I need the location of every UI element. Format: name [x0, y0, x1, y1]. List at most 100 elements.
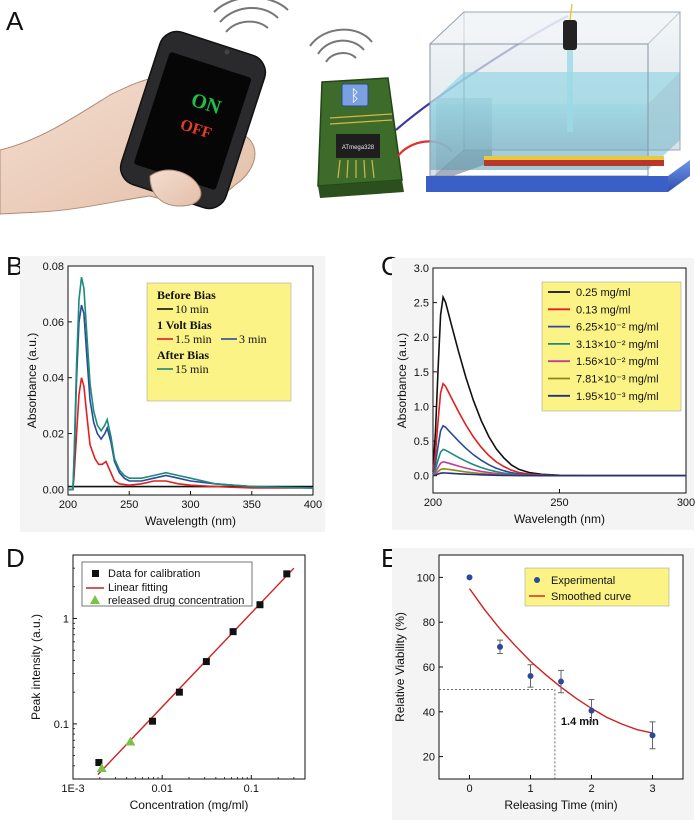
x-tick-label: 1E-3 — [61, 783, 84, 795]
legend-label: 15 min — [175, 362, 209, 376]
x-tick-label: 0 — [466, 783, 472, 795]
y-tick-label: 2.5 — [414, 298, 429, 310]
series-line-3min — [68, 304, 314, 491]
legend-label: Linear fitting — [108, 582, 168, 594]
series-line-1_5min — [68, 377, 313, 491]
calibration-point — [229, 628, 237, 636]
x-tick-label: 2 — [588, 783, 594, 795]
electrolysis-tank — [426, 3, 690, 192]
x-tick-label: 250 — [550, 497, 568, 509]
legend-label: 1.56×10⁻² mg/ml — [576, 356, 659, 368]
x-axis-label: Releasing Time (min) — [504, 798, 617, 812]
legend-label: Smoothed curve — [551, 591, 631, 603]
legend-label: 3 min — [239, 332, 267, 346]
legend-label: Data for calibration — [108, 568, 200, 580]
probe-handle — [563, 20, 577, 50]
panel-label-b: B — [6, 251, 23, 281]
calibration-point — [95, 759, 103, 767]
electrode-plate — [484, 160, 664, 166]
x-tick-label: 0.1 — [244, 783, 259, 795]
x-tick-label: 350 — [243, 499, 261, 511]
y-tick-label: 0.5 — [414, 436, 429, 448]
legend-label: 10 min — [175, 302, 209, 316]
experimental-point — [527, 672, 534, 679]
chart-e: 0 1 2 3 20 40 60 80 100 Releasing Time (min) Relat… — [392, 548, 694, 820]
microcontroller-board: ᛒ ATmega328 — [317, 77, 404, 198]
legend-box — [146, 282, 292, 402]
legend-label: 0.13 mg/ml — [576, 304, 630, 316]
y-tick-label: 40 — [423, 707, 435, 719]
y-tick-label: 0.04 — [43, 373, 64, 385]
y-axis-label: Absorbance (a.u.) — [25, 333, 39, 428]
released-point — [96, 763, 107, 773]
calibration-point — [256, 601, 264, 609]
y-tick-label: 0.08 — [43, 261, 64, 273]
board-traces — [329, 113, 393, 179]
legend-label: 7.81×10⁻³ mg/ml — [576, 374, 659, 386]
calibration-point — [283, 570, 291, 578]
x-tick-label: 400 — [304, 499, 322, 511]
legend-box — [524, 567, 670, 607]
marker-label: 1.4 min — [561, 716, 599, 728]
legend-label: 0.25 mg/ml — [576, 287, 630, 299]
y-tick-label: 0.1 — [54, 719, 69, 731]
experimental-point — [588, 707, 595, 714]
experimental-point — [558, 678, 564, 685]
panel-label-a: A — [6, 6, 24, 36]
y-tick-label: 3.0 — [414, 263, 429, 275]
series-line-6 — [432, 472, 686, 477]
wireless-signal-icon — [213, 0, 289, 33]
experimental-point — [466, 574, 473, 581]
y-tick-label: 0.0 — [414, 471, 429, 483]
x-axis-label: Wavelength (nm) — [145, 514, 236, 528]
water-surface — [430, 72, 680, 104]
legend-swatch-experimental — [534, 577, 540, 583]
thumb-illustration — [149, 169, 202, 207]
series-line-0 — [432, 294, 686, 477]
y-axis-label: Relative Viability (%) — [393, 612, 407, 722]
chart-b: 200 250 300 350 400 0.00 0.02 0.04 0.06 0.08 Wavel… — [20, 256, 325, 532]
legend-box — [81, 561, 253, 607]
chip-label: ATmega328 — [342, 145, 375, 151]
calibration-point — [149, 717, 157, 725]
legend-heading: 1 Volt Bias — [157, 318, 212, 332]
chart-d: 1E-3 0.01 0.1 0.1 1 Concentration (mg/ml) Peak… — [29, 554, 306, 812]
panel-a: A ON OFF ᛒ — [0, 0, 690, 215]
x-tick-label: 200 — [59, 499, 77, 511]
bluetooth-icon: ᛒ — [350, 86, 360, 105]
x-tick-label: 3 — [649, 783, 655, 795]
y-tick-label: 80 — [423, 617, 435, 629]
experimental-point — [497, 643, 503, 650]
chart-c: 200 250 300 0.0 0.5 1.0 1.5 2.0 2.5 3.0 Wavelength… — [392, 258, 695, 530]
y-tick-label: 0.06 — [43, 317, 64, 329]
x-axis-label: Wavelength (nm) — [514, 512, 605, 526]
y-tick-label: 2.0 — [414, 332, 429, 344]
legend-label: 6.25×10⁻² mg/ml — [576, 322, 659, 334]
x-tick-label: 200 — [424, 497, 442, 509]
y-tick-label: 1.0 — [414, 401, 429, 413]
y-tick-label: 100 — [417, 572, 435, 584]
panel-label-d: D — [6, 543, 25, 573]
legend-box — [541, 281, 682, 412]
legend-label: released drug concentration — [108, 595, 244, 607]
y-tick-label: 0.02 — [43, 429, 64, 441]
calibration-point — [175, 688, 183, 696]
y-axis-label: Absorbance (a.u.) — [395, 333, 409, 428]
series-line-15min — [68, 277, 314, 491]
legend-label: 3.13×10⁻² mg/ml — [576, 339, 659, 351]
y-tick-label: 1 — [63, 613, 69, 625]
y-tick-label: 60 — [423, 662, 435, 674]
legend-swatch-calibration — [92, 570, 99, 577]
probe-tip — [567, 50, 573, 132]
bluetooth-module — [341, 83, 369, 107]
chip — [336, 134, 380, 158]
calibration-point — [202, 658, 210, 666]
x-tick-label: 0.01 — [151, 783, 172, 795]
x-tick-label: 300 — [677, 497, 695, 509]
legend-label: Experimental — [551, 575, 615, 587]
legend-heading: Before Bias — [157, 288, 216, 302]
y-tick-label: 20 — [423, 752, 435, 764]
y-axis-label: Peak intensity (a.u.) — [29, 614, 43, 720]
x-axis-label: Concentration (mg/ml) — [130, 798, 249, 812]
